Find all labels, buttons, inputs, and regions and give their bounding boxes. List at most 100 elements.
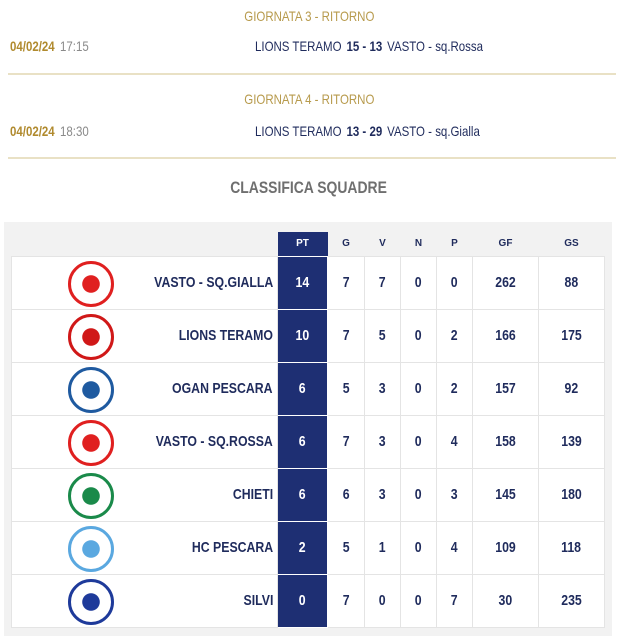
stat-g: 7 (327, 255, 365, 310)
stat-gs: 92 (538, 361, 605, 416)
stat-p: 7 (436, 573, 473, 628)
silvi-logo (68, 578, 114, 625)
stat-gf: 30 (472, 573, 539, 628)
stat-gs: 118 (538, 520, 605, 575)
table-row[interactable]: OGAN PESCARA 6 5 3 0 2 157 92 (11, 361, 605, 416)
team-name: LIONS TERAMO (178, 327, 273, 344)
header-row: PT G V N P GF GS (12, 232, 605, 256)
stat-p: 4 (436, 520, 473, 575)
table-row[interactable]: VASTO - SQ.ROSSA 6 7 3 0 4 158 139 (11, 414, 605, 469)
stat-pt: 10 (277, 308, 328, 363)
team-name: CHIETI (232, 486, 273, 503)
match-row[interactable]: 04/02/24 18:30 LIONS TERAMO 13 - 29 VASTO … (0, 123, 618, 143)
stat-v: 3 (364, 414, 401, 469)
stat-p: 2 (436, 361, 473, 416)
stat-n: 0 (400, 255, 437, 310)
stat-g: 7 (327, 573, 365, 628)
table-row[interactable]: CHIETI 6 6 3 0 3 145 180 (11, 467, 605, 522)
divider (8, 73, 616, 75)
col-n: N (414, 238, 423, 250)
score: 15 - 13 (346, 38, 383, 54)
hc-pescara-logo (68, 525, 114, 572)
stat-gs: 180 (538, 467, 605, 522)
ogan-pescara-logo (68, 366, 114, 413)
col-pt: PT (277, 232, 328, 256)
vasto-logo (68, 260, 114, 307)
stat-g: 7 (327, 414, 365, 469)
stat-gf: 145 (472, 467, 539, 522)
stat-gf: 262 (472, 255, 539, 310)
away-team: VASTO - sq.Rossa (387, 38, 484, 54)
lions-teramo-logo (68, 313, 114, 360)
col-gs: GS (564, 238, 579, 250)
standings-title: CLASSIFICA SQUADRE (230, 178, 388, 197)
team-name: HC PESCARA (191, 539, 273, 556)
stat-gf: 158 (472, 414, 539, 469)
table-row[interactable]: HC PESCARA 2 5 1 0 4 109 118 (11, 520, 605, 575)
team-header (12, 232, 278, 256)
stat-g: 7 (327, 308, 365, 363)
stat-g: 5 (327, 520, 365, 575)
stat-p: 3 (436, 467, 473, 522)
round-title: GIORNATA 4 - RITORNO (243, 91, 375, 107)
team-cell: VASTO - SQ.ROSSA (11, 414, 278, 469)
stat-pt: 2 (277, 520, 328, 575)
table-row[interactable]: VASTO - SQ.GIALLA 14 7 7 0 0 262 88 (11, 255, 605, 310)
stat-p: 0 (436, 255, 473, 310)
round-title: GIORNATA 3 - RITORNO (243, 8, 375, 24)
stat-pt: 6 (277, 467, 328, 522)
stat-gs: 235 (538, 573, 605, 628)
stat-pt: 0 (277, 573, 328, 628)
stat-gs: 88 (538, 255, 605, 310)
team-cell: HC PESCARA (11, 520, 278, 575)
stat-n: 0 (400, 414, 437, 469)
team-cell: LIONS TERAMO (11, 308, 278, 363)
stat-n: 0 (400, 467, 437, 522)
stat-gf: 166 (472, 308, 539, 363)
team-cell: OGAN PESCARA (11, 361, 278, 416)
col-v: V (379, 238, 386, 250)
col-p: P (451, 238, 458, 250)
stat-gf: 157 (472, 361, 539, 416)
stat-p: 4 (436, 414, 473, 469)
standings-table: PT G V N P GF GS VASTO - SQ.GIALLA 14 7 7 0 0… (11, 232, 605, 628)
stat-v: 3 (364, 361, 401, 416)
stat-pt: 6 (277, 414, 328, 469)
score: 13 - 29 (346, 123, 383, 139)
home-team: LIONS TERAMO (255, 123, 342, 139)
col-gf: GF (498, 238, 513, 250)
table-row[interactable]: LIONS TERAMO 10 7 5 0 2 166 175 (11, 308, 605, 363)
stat-v: 7 (364, 255, 401, 310)
stat-v: 0 (364, 573, 401, 628)
divider (8, 157, 616, 159)
col-g: G (342, 238, 350, 250)
stat-n: 0 (400, 573, 437, 628)
stat-v: 1 (364, 520, 401, 575)
team-name: VASTO - SQ.ROSSA (155, 433, 273, 450)
match-result: LIONS TERAMO 15 - 13 VASTO - sq.Rossa (255, 38, 483, 54)
stat-gf: 109 (472, 520, 539, 575)
stat-gs: 139 (538, 414, 605, 469)
match-row[interactable]: 04/02/24 17:15 LIONS TERAMO 15 - 13 VASTO … (0, 38, 618, 58)
match-time: 18:30 (60, 123, 89, 139)
stat-gs: 175 (538, 308, 605, 363)
stat-v: 5 (364, 308, 401, 363)
team-cell: SILVI (11, 573, 278, 628)
home-team: LIONS TERAMO (255, 38, 342, 54)
team-name: OGAN PESCARA (172, 380, 273, 397)
stat-g: 5 (327, 361, 365, 416)
stat-g: 6 (327, 467, 365, 522)
team-name: SILVI (243, 592, 273, 609)
team-cell: VASTO - SQ.GIALLA (11, 255, 278, 310)
stat-n: 0 (400, 520, 437, 575)
match-date: 04/02/24 (10, 38, 55, 54)
match-time: 17:15 (60, 38, 89, 54)
stat-n: 0 (400, 361, 437, 416)
chieti-logo (68, 472, 114, 519)
stat-pt: 14 (277, 255, 328, 310)
team-cell: CHIETI (11, 467, 278, 522)
table-row[interactable]: SILVI 0 7 0 0 7 30 235 (11, 573, 605, 628)
team-name: VASTO - SQ.GIALLA (153, 274, 273, 291)
stat-n: 0 (400, 308, 437, 363)
stat-p: 2 (436, 308, 473, 363)
